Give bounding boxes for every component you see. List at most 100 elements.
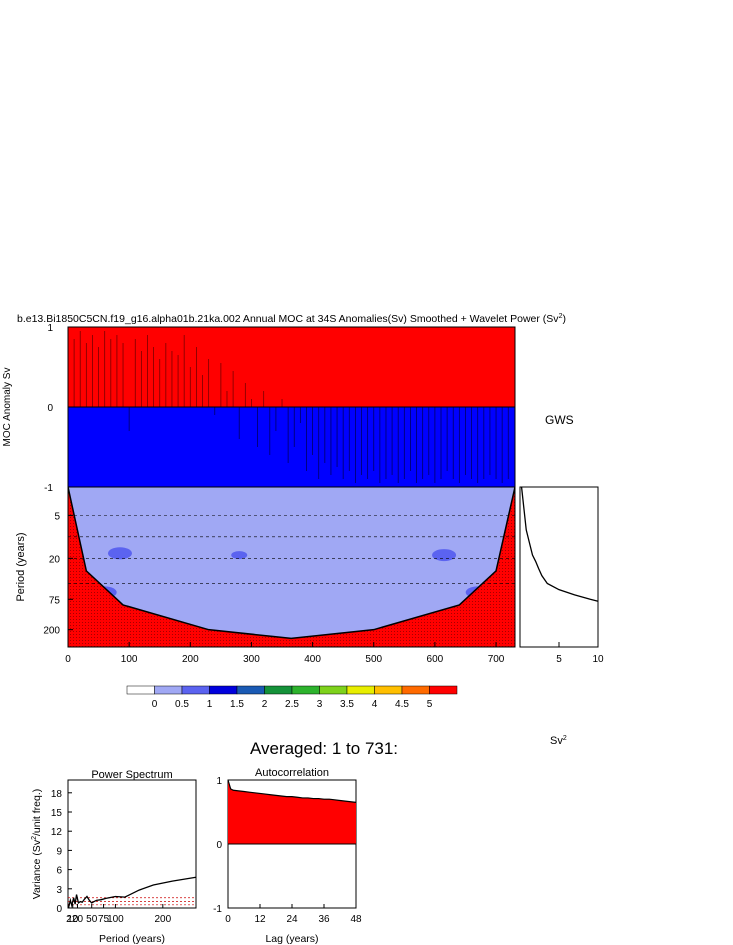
autocorrelation-area	[228, 780, 356, 844]
colorbar-tick-label: 1.5	[230, 699, 244, 710]
wavelet-ytick-label: 75	[49, 595, 61, 606]
autocorrelation-ytick-label: -1	[213, 904, 222, 915]
autocorrelation-title: Autocorrelation	[255, 767, 329, 779]
power-spectrum-xtick-label: 2	[66, 914, 72, 925]
wavelet-ytick-label: 5	[54, 511, 60, 522]
power-spectrum-xtick-label: 20	[72, 914, 84, 925]
moc-anomaly-bars	[68, 331, 515, 483]
cone-of-influence-line	[68, 487, 515, 640]
wavelet-xtick-label: 400	[304, 654, 321, 665]
power-spectrum-ytick-label: 6	[56, 866, 62, 877]
colorbar-tick-label: 2	[262, 699, 268, 710]
wavelet-contours	[68, 487, 515, 647]
power-spectrum-ytick-label: 15	[51, 808, 63, 819]
colorbar-tick-label: 2.5	[285, 699, 299, 710]
colorbar-swatch	[429, 685, 458, 695]
autocorrelation-xtick-label: 48	[350, 914, 362, 925]
gws-curve: 5 10	[520, 486, 604, 665]
wavelet-frame	[67, 486, 516, 648]
wavelet-xtick-label: 500	[365, 654, 382, 665]
wavelet-ytick-label: 20	[49, 554, 61, 565]
colorbar-tick-label: 1	[207, 699, 213, 710]
colorbar-swatch	[374, 685, 403, 695]
colorbar: 0 0.5 1 1.5 2 2.5 3 3.5 4 4.5 5	[126, 685, 458, 710]
power-spectrum-ytick-label: 0	[56, 904, 62, 915]
power-spectrum-xtick-label: 10	[67, 914, 79, 925]
autocorrelation-ytick-label: 0	[216, 840, 222, 851]
colorbar-tick-label: 0.5	[175, 699, 189, 710]
wavelet-ylabel: Period (years)	[15, 532, 27, 601]
power-spectrum-xtick-label: 100	[107, 914, 124, 925]
colorbar-tick-label: 4	[372, 699, 378, 710]
wavelet-axes: 5 20 75 200 0 100 200 300 400 500 600 700	[43, 511, 505, 665]
colorbar-swatch	[291, 685, 320, 695]
gws-label: GWS	[545, 413, 574, 427]
wavelet-xtick-label: 200	[182, 654, 199, 665]
power-spectrum-xtick-label: 200	[154, 914, 171, 925]
wavelet-xtick-label: 300	[243, 654, 260, 665]
colorbar-swatch	[401, 685, 430, 695]
colorbar-swatch	[346, 685, 375, 695]
wavelet-ytick-label: 200	[43, 626, 60, 637]
power-spectrum-line	[68, 876, 197, 909]
moc-anomaly-panel: 1 0 -1 MOC Anomaly Sv GWS	[2, 323, 574, 494]
wavelet-xtick-label: 700	[488, 654, 505, 665]
cone-of-influence-fill	[68, 487, 515, 647]
power-spectrum-ytick-label: 18	[51, 789, 63, 800]
moc-positive-fill	[68, 327, 515, 407]
power-spectrum-xlabel: Period (years)	[99, 933, 165, 945]
colorbar-tick-label: 5	[427, 699, 433, 710]
moc-negative-fill	[68, 407, 515, 487]
wavelet-power-blob	[432, 549, 457, 562]
colorbar-tick-label: 0	[152, 699, 158, 710]
power-spectrum-xtick-label: 50	[86, 914, 98, 925]
power-spectrum-ylabel: Variance (Sv2/unit freq.)	[31, 789, 43, 900]
power-spectrum-ytick-label: 9	[56, 846, 62, 857]
colorbar-tick-label: 3	[317, 699, 323, 710]
power-spectrum-title: Power Spectrum	[91, 769, 172, 781]
gws-line	[520, 486, 599, 602]
power-spectrum-ytick-label: 3	[56, 885, 62, 896]
colorbar-swatch	[154, 685, 183, 695]
autocorrelation-line	[227, 779, 357, 803]
wavelet-xtick-label: 100	[121, 654, 138, 665]
gws-panel: 5 10	[519, 486, 604, 665]
gws-frame	[519, 486, 599, 648]
colorbar-swatch	[264, 685, 293, 695]
autocorrelation-xlabel: Lag (years)	[265, 933, 318, 945]
averaged-title: Averaged: 1 to 731:	[250, 739, 398, 758]
colorbar-swatch	[319, 685, 348, 695]
colorbar-swatch	[181, 685, 210, 695]
power-spectrum-xtick-label: 75	[98, 914, 110, 925]
autocorrelation-ytick-label: 1	[216, 776, 222, 787]
sv2-label: Sv2	[550, 735, 567, 747]
colorbar-swatch	[209, 685, 238, 695]
wavelet-power-panel: 5 20 75 200 0 100 200 300 400 500 600 700 Period (y…	[15, 486, 516, 665]
moc-ytick-label: 1	[47, 323, 53, 334]
gws-xtick-label: 10	[592, 654, 604, 665]
autocorrelation-xtick-label: 0	[225, 914, 231, 925]
power-spectrum-ytick-label: 12	[51, 827, 63, 838]
moc-ylabel: MOC Anomaly Sv	[2, 368, 13, 447]
colorbar-swatch	[236, 685, 265, 695]
autocorrelation-plot: 10-10 12 24 36 48	[213, 776, 362, 925]
autocorrelation-xtick-label: 36	[318, 914, 330, 925]
moc-ytick-label: -1	[44, 483, 53, 494]
wavelet-power-blob	[231, 551, 248, 560]
autocorrelation-xtick-label: 24	[286, 914, 298, 925]
colorbar-tick-label: 4.5	[395, 699, 409, 710]
colorbar-tick-label: 3.5	[340, 699, 354, 710]
moc-ytick-label: 0	[47, 403, 53, 414]
autocorrelation-xtick-label: 12	[254, 914, 266, 925]
wavelet-power-blob	[107, 547, 132, 560]
power-spectrum-frame	[67, 779, 197, 909]
autocorrelation-panel: Autocorrelation 10-10 12 24 36 48 Lag (years…	[213, 767, 362, 945]
gws-xtick-label: 5	[556, 654, 562, 665]
wavelet-xtick-label: 0	[65, 654, 71, 665]
figure-title: b.e13.Bi1850C5CN.f19_g16.alpha01b.21ka.0…	[17, 313, 566, 325]
wavelet-xtick-label: 600	[427, 654, 444, 665]
colorbar-swatch	[126, 685, 155, 695]
